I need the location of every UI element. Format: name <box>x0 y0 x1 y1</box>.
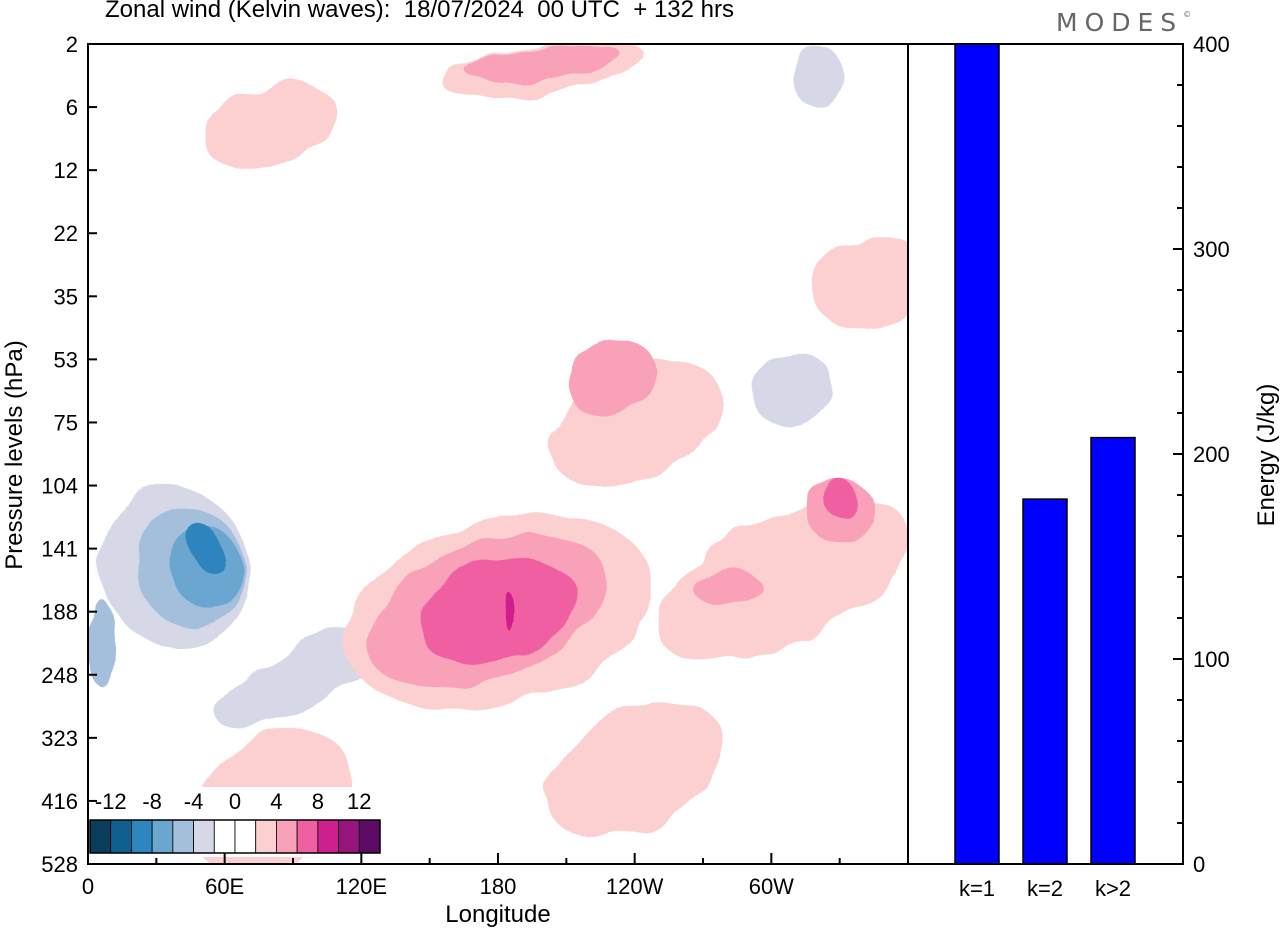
x-tick-label: 120W <box>606 874 664 899</box>
modes-logo: MODES© <box>1056 8 1192 37</box>
contour-region <box>204 84 337 168</box>
colorbar-swatch <box>317 819 339 854</box>
colorbar-swatch <box>110 819 132 854</box>
chart-title: Zonal wind (Kelvin waves): 18/07/2024 00… <box>105 0 734 23</box>
contour-region <box>754 354 834 428</box>
colorbar-label: 4 <box>270 789 282 814</box>
contour-region <box>186 522 227 575</box>
y-tick-label: 2 <box>66 32 78 57</box>
colorbar-swatch <box>276 819 298 854</box>
x-axis-label: Longitude <box>445 901 550 928</box>
colorbar-label: -12 <box>95 789 127 814</box>
contour-region <box>547 701 722 838</box>
x-tick-label: 60W <box>749 874 794 899</box>
x-tick-label: 60E <box>205 874 244 899</box>
bar-k=1 <box>954 43 1000 865</box>
y-tick-label: 35 <box>54 284 78 309</box>
bar-category-label: k=1 <box>959 876 995 901</box>
contour-region <box>464 45 623 81</box>
contour-region <box>691 567 760 606</box>
contour-region <box>217 414 369 507</box>
bar-category-label: k=2 <box>1027 876 1063 901</box>
y-tick-label: 416 <box>41 789 78 814</box>
contour-region <box>811 238 908 329</box>
bar-y-axis-label: Energy (J/kg) <box>1253 384 1280 527</box>
contour-region <box>823 479 856 518</box>
colorbar-swatch <box>193 819 215 854</box>
contour-region <box>567 338 656 418</box>
bar-y-tick-label: 400 <box>1193 32 1230 57</box>
colorbar-swatch <box>151 819 174 854</box>
y-tick-label: 12 <box>54 158 78 183</box>
y-tick-label: 6 <box>66 95 78 120</box>
heatmap-contours <box>88 44 908 864</box>
bar-y-tick-label: 200 <box>1193 442 1230 467</box>
y-tick-label: 141 <box>41 537 78 562</box>
colorbar-swatch <box>172 819 194 854</box>
y-tick-label: 104 <box>41 474 78 499</box>
contour-region <box>504 592 514 631</box>
colorbar-swatch <box>255 819 277 854</box>
colorbar-swatch <box>131 819 153 854</box>
bar-category-label: k>2 <box>1095 876 1131 901</box>
bar-y-tick-label: 100 <box>1193 647 1230 672</box>
bar-y-tick-label: 300 <box>1193 237 1230 262</box>
y-tick-label: 528 <box>41 852 78 877</box>
x-tick-label: 0 <box>82 874 94 899</box>
bar-k>2 <box>1090 436 1136 865</box>
x-tick-label: 120E <box>336 874 387 899</box>
colorbar-label: -8 <box>142 789 162 814</box>
colorbar-swatch <box>338 819 360 854</box>
colorbar-swatch <box>89 819 112 854</box>
y-axis-label: Pressure levels (hPa) <box>1 340 28 569</box>
colorbar-label: 8 <box>312 789 324 814</box>
y-tick-label: 22 <box>54 221 78 246</box>
colorbar-legend: -12 -8 -4 0 4 8 12 <box>86 787 384 857</box>
y-tick-label: 323 <box>41 726 78 751</box>
y-tick-label: 248 <box>41 663 78 688</box>
colorbar-label: 12 <box>347 789 371 814</box>
contour-region <box>258 208 306 258</box>
colorbar-swatch <box>213 819 236 854</box>
energy-bar-chart: k=1 k=2 k>2 0 100 200 300 400 <box>907 32 1230 901</box>
contour-region <box>417 558 579 665</box>
y-tick-label: 53 <box>54 347 78 372</box>
colorbar-label: -4 <box>184 789 204 814</box>
contour-region <box>90 599 114 688</box>
colorbar-label: 0 <box>229 789 241 814</box>
x-tick-label: 180 <box>480 874 517 899</box>
contour-region <box>791 44 842 108</box>
colorbar-frame <box>89 819 381 854</box>
colorbar-swatch <box>358 819 381 854</box>
y-tick-label: 75 <box>54 410 78 435</box>
bar-y-tick-label: 0 <box>1193 852 1205 877</box>
y-tick-label: 188 <box>41 600 78 625</box>
contour-group <box>88 44 908 864</box>
colorbar-swatch <box>296 819 319 854</box>
bar-k=2 <box>1022 498 1068 865</box>
colorbar-swatch <box>234 819 257 854</box>
